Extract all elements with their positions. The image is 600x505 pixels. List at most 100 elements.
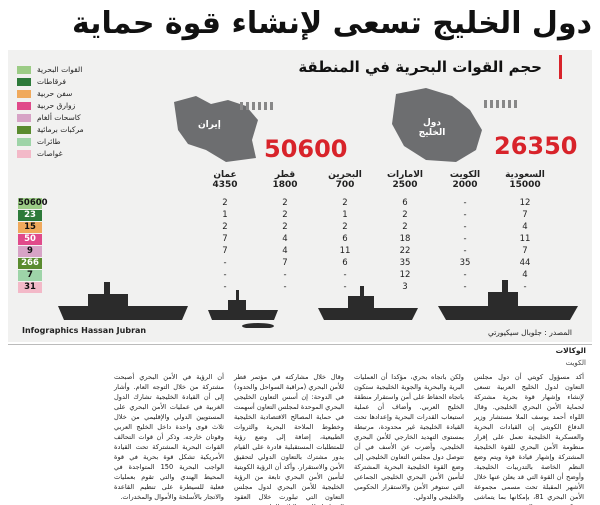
stat-cell: - xyxy=(463,222,467,232)
stat-cell: 12 xyxy=(519,198,531,208)
stat-cell: 4 xyxy=(282,234,288,244)
country-name: عمان xyxy=(213,170,237,180)
legend-item: فرقاطات xyxy=(14,76,110,87)
iran-value: 15 xyxy=(18,222,42,233)
col-header: البحرين 700 xyxy=(320,170,370,190)
col-header: قطر 1800 xyxy=(260,170,310,190)
country-name: الكويت xyxy=(449,170,481,180)
col-header: الامارات 2500 xyxy=(380,170,430,190)
stat-cell: 3 xyxy=(402,282,408,292)
stat-cell: 7 xyxy=(222,234,228,244)
stat-cell: 2 xyxy=(222,198,228,208)
legend-label: القوات البحرية xyxy=(37,65,83,74)
legend-swatch xyxy=(17,149,31,158)
stat-cell: - xyxy=(283,282,287,292)
gulf-soldiers-icon xyxy=(484,100,517,108)
stat-cell: 6 xyxy=(342,258,348,268)
iran-value: 50 xyxy=(18,234,42,245)
infographic-source: المصدر : جلوبال سيكيورتي xyxy=(487,328,572,337)
country-name: البحرين xyxy=(328,170,362,180)
stat-cell: 2 xyxy=(282,198,288,208)
stat-cell: 7 xyxy=(522,210,528,220)
stat-cell: 2 xyxy=(342,222,348,232)
stat-cell: 44 xyxy=(519,258,531,268)
country-personnel: 4350 xyxy=(212,180,238,190)
stat-cell: 35 xyxy=(399,258,411,268)
gulf-total: 26350 xyxy=(494,132,578,160)
infographic-subtitle: حجم القوات البحرية في المنطقة xyxy=(298,58,542,76)
stat-cell: 18 xyxy=(399,234,411,244)
stat-cell: 11 xyxy=(519,234,531,244)
iran-label: إيران xyxy=(198,120,221,130)
country-personnel: 2500 xyxy=(392,180,418,190)
iran-value: 7 xyxy=(18,270,42,281)
legend-label: غواصات xyxy=(37,149,63,158)
stat-cell: 2 xyxy=(282,222,288,232)
stat-cell: 6 xyxy=(402,198,408,208)
stat-cell: 4 xyxy=(522,222,528,232)
stat-cell: - xyxy=(463,282,467,292)
divider xyxy=(8,344,592,345)
stat-cell: 7 xyxy=(282,258,288,268)
stat-cell: - xyxy=(223,258,227,268)
agency-label: الوكالات xyxy=(555,346,586,355)
stat-cell: - xyxy=(463,198,467,208)
col-header: عمان 4350 xyxy=(200,170,250,190)
article-column: ولكن باتجاه بحري، مؤكدا أن العمليات البر… xyxy=(354,373,464,501)
country-name: السعودية xyxy=(505,170,545,180)
legend-swatch xyxy=(17,125,31,134)
article-column: أن الرؤية في الأمن البحري أصبحت مشتركة م… xyxy=(114,373,225,501)
legend-item: القوات البحرية xyxy=(14,64,110,75)
article-body: أكد مسؤول كويتي أن دول مجلس التعاون لدول… xyxy=(8,372,592,505)
legend-swatch xyxy=(17,137,31,146)
country-personnel: 700 xyxy=(335,180,355,190)
legend-swatch xyxy=(17,89,31,98)
legend-swatch xyxy=(17,101,31,110)
stat-cell: - xyxy=(223,270,227,280)
legend-label: مركبات برمائية xyxy=(37,125,84,134)
col-header: السعودية 15000 xyxy=(500,170,550,190)
iran-value: 50600 xyxy=(18,198,48,209)
stat-cell: 2 xyxy=(402,210,408,220)
iran-value: 23 xyxy=(18,210,42,221)
article-column: وقال خلال مشاركته في مؤتمر قطر للأمن الب… xyxy=(234,373,344,505)
stat-cell: 4 xyxy=(282,246,288,256)
legend: القوات البحرية فرقاطات سفن حربية زوارق ح… xyxy=(14,64,110,160)
stat-cell: 1 xyxy=(342,210,348,220)
legend-label: زوارق حربية xyxy=(37,101,76,110)
stat-cell: - xyxy=(463,234,467,244)
headline: دول الخليج تسعى لإنشاء قوة حماية بحرية م… xyxy=(71,6,592,85)
stat-cell: - xyxy=(523,282,527,292)
stat-cell: - xyxy=(463,246,467,256)
stat-cell: 7 xyxy=(522,246,528,256)
legend-swatch xyxy=(17,77,31,86)
stat-cell: 7 xyxy=(222,246,228,256)
legend-label: سفن حربية xyxy=(37,89,73,98)
stat-cell: - xyxy=(283,270,287,280)
stat-cell: 4 xyxy=(522,270,528,280)
legend-swatch xyxy=(17,65,31,74)
country-personnel: 2000 xyxy=(452,180,478,190)
legend-item: مركبات برمائية xyxy=(14,124,110,135)
country-name: قطر xyxy=(274,170,296,180)
stat-cell: - xyxy=(223,282,227,292)
legend-label: طائرات xyxy=(37,137,61,146)
infographic-credit: Infographics Hassan Jubran xyxy=(22,326,147,335)
legend-item: زوارق حربية xyxy=(14,100,110,111)
iran-value: 266 xyxy=(18,258,42,269)
iran-value: 31 xyxy=(18,282,42,293)
country-personnel: 15000 xyxy=(509,180,541,190)
iran-map xyxy=(174,96,258,162)
stat-cell: 1 xyxy=(222,210,228,220)
legend-item: سفن حربية xyxy=(14,88,110,99)
iran-soldiers-icon xyxy=(240,102,273,110)
legend-swatch xyxy=(17,113,31,122)
col-header: الكويت 2000 xyxy=(440,170,490,190)
country-personnel: 1800 xyxy=(272,180,298,190)
stat-cell: 2 xyxy=(282,210,288,220)
stat-cell: - xyxy=(343,270,347,280)
infographic: حجم القوات البحرية في المنطقة القوات الب… xyxy=(8,50,592,342)
stat-cell: 2 xyxy=(402,222,408,232)
gulf-map xyxy=(392,88,482,162)
